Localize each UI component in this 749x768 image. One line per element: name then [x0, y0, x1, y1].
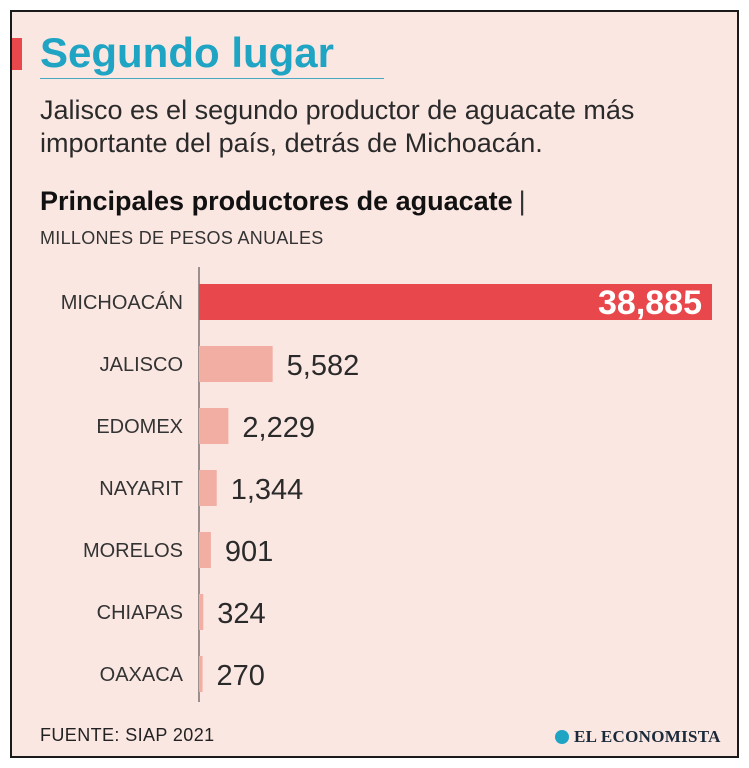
page-subtitle: Jalisco es el segundo productor de aguac…	[40, 95, 635, 158]
publisher-logo: EL ECONOMISTA	[555, 727, 721, 747]
bar-4	[199, 532, 211, 568]
bar-5	[199, 594, 204, 630]
value-label-4: 901	[225, 536, 273, 568]
accent-bar	[12, 38, 22, 70]
globe-icon	[555, 730, 569, 744]
value-label-2: 2,229	[242, 412, 315, 444]
category-label-1: JALISCO	[100, 354, 183, 376]
value-label-0: 38,885	[598, 284, 702, 322]
title-underline	[40, 78, 384, 79]
category-label-0: MICHOACÁN	[61, 291, 183, 314]
value-label-3: 1,344	[231, 474, 304, 506]
source-note: FUENTE: SIAP 2021	[40, 725, 215, 745]
bar-0	[199, 284, 712, 320]
category-label-6: OAXACA	[100, 664, 184, 686]
bar-2	[199, 408, 229, 444]
chart-title-separator: |	[518, 186, 526, 216]
bar-3	[199, 470, 217, 506]
category-label-4: MORELOS	[83, 540, 183, 562]
chart-units: MILLONES DE PESOS ANUALES	[40, 228, 324, 248]
value-label-5: 324	[217, 598, 265, 630]
category-label-5: CHIAPAS	[97, 602, 183, 624]
bar-chart: MICHOACÁN 38,885 JALISCO 5,582 EDOMEX 2,229 NA…	[61, 267, 712, 702]
category-label-2: EDOMEX	[96, 416, 183, 438]
logo-text: EL ECONOMISTA	[574, 727, 721, 746]
category-label-3: NAYARIT	[99, 478, 183, 500]
value-label-6: 270	[217, 660, 265, 692]
page-title: Segundo lugar	[40, 29, 334, 76]
infographic-card: Segundo lugar Jalisco es el segundo prod…	[10, 10, 739, 758]
bar-1	[199, 346, 273, 382]
chart-title: Principales productores de aguacate |	[40, 186, 526, 217]
chart-title-text: Principales productores de aguacate	[40, 186, 513, 216]
bar-6	[199, 656, 203, 692]
value-label-1: 5,582	[287, 350, 360, 382]
